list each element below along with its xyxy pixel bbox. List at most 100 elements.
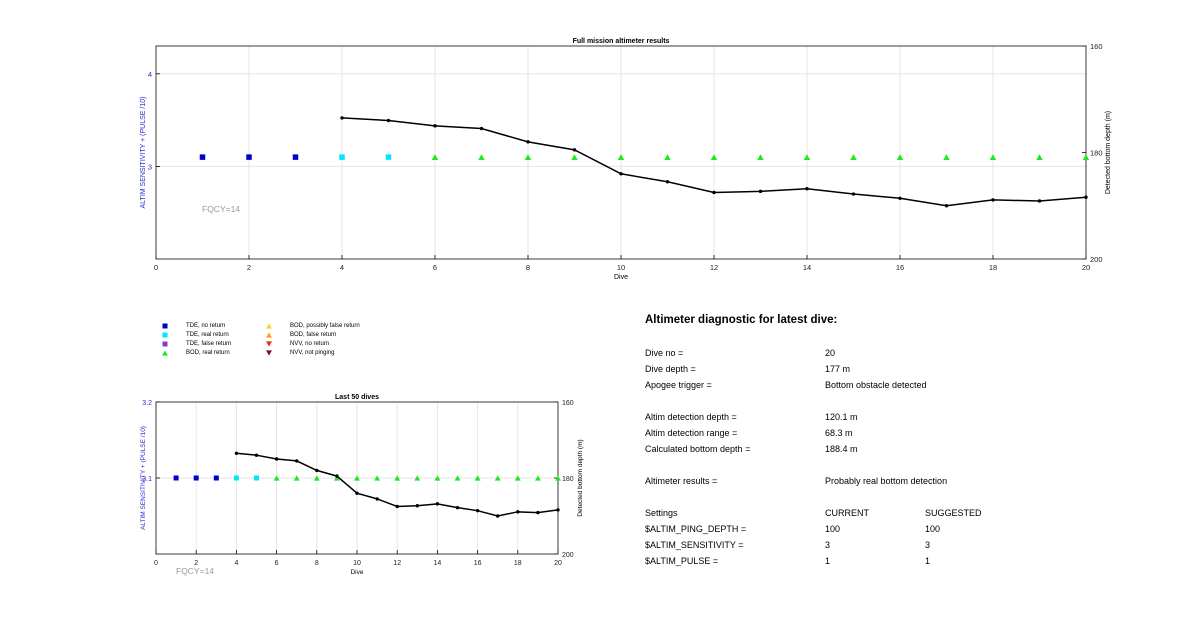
bottom-depth-point (455, 505, 460, 510)
bottom-depth-point (526, 140, 530, 144)
x-tick-label: 8 (315, 560, 319, 567)
y-tick-label-right: 180 (1090, 149, 1103, 158)
altim-marker-dive-15 (454, 475, 461, 481)
altim-marker-dive-1 (173, 475, 179, 481)
bottom-depth-point (355, 491, 359, 495)
altim-marker-dive-18 (514, 475, 521, 481)
bottom-depth-point (315, 468, 319, 473)
plot-frame (155, 45, 1087, 260)
legend-label: TDE, no return (186, 323, 226, 329)
altim-marker-dive-3 (292, 154, 299, 160)
bottom-depth-point (395, 504, 399, 509)
x-tick-label: 2 (194, 560, 198, 567)
altim-marker-dive-16 (896, 154, 904, 161)
bottom-depth-point (665, 180, 670, 184)
legend-label: NVV, not pinging (290, 350, 335, 356)
legend-marker (266, 341, 272, 347)
legend-marker (162, 341, 168, 347)
x-axis-label: Dive (350, 569, 363, 576)
bottom-depth-point (1084, 195, 1088, 199)
altim-marker-dive-11 (664, 154, 671, 161)
altim-marker-dive-20 (1082, 154, 1090, 161)
legend-symbol (266, 332, 272, 338)
y-tick-label-left: 3 (148, 162, 152, 171)
y-tick-label-left: 3.2 (142, 400, 152, 407)
legend-symbol (162, 350, 168, 356)
bottom-depth-point (805, 187, 809, 191)
y-axis-label-left: ALTIM SENSITIVITY + (PULSE /10) (140, 97, 147, 209)
x-tick-label: 18 (514, 560, 522, 567)
legend-marker (162, 323, 168, 329)
altim-marker-dive-15 (850, 154, 857, 161)
y-axis-label-left: ALTIM SENSITIVITY + (PULSE /10) (140, 426, 147, 530)
x-tick-label: 18 (989, 263, 997, 272)
bottom-depth-point (415, 504, 419, 508)
bottom-depth-point (340, 116, 344, 120)
frequency-annotation: FQCY=14 (202, 204, 240, 214)
bottom-depth-point (1037, 199, 1042, 203)
bottom-depth-point (712, 190, 716, 195)
bottom-depth-point (496, 514, 500, 518)
bottom-depth-point (295, 459, 299, 463)
legend-symbol (162, 332, 168, 338)
x-tick-label: 16 (896, 263, 904, 272)
bottom-depth-point (234, 451, 239, 455)
y-tick-label-right: 160 (1090, 42, 1103, 51)
altim-marker-dive-4 (339, 154, 345, 160)
x-tick-label: 12 (710, 263, 718, 272)
x-tick-label: 0 (154, 263, 158, 272)
diagnostic-title: Altimeter diagnostic for latest dive: (645, 314, 838, 326)
legend-symbol (162, 323, 168, 329)
altim-marker-dive-19 (1036, 154, 1043, 161)
y-tick-label-right: 200 (1090, 255, 1103, 264)
last50-chart: 0 2 4 6 8 10 12 14 16 18 20 3.1 3.2 160 180 200 Last 50 … (140, 394, 584, 576)
altim-marker-dive-4 (233, 475, 239, 481)
altim-marker-dive-2 (193, 475, 199, 481)
altim-marker-dive-16 (474, 475, 481, 481)
x-tick-label: 8 (526, 263, 530, 272)
altim-marker-dive-17 (494, 475, 501, 481)
altim-marker-dive-5 (254, 475, 259, 481)
legend-symbol (266, 341, 272, 347)
altim-marker-dive-10 (354, 475, 360, 481)
altim-marker-dive-13 (757, 154, 764, 161)
bottom-depth-point (944, 204, 949, 208)
altim-marker-dive-14 (803, 154, 811, 161)
bottom-depth-point (991, 198, 995, 202)
legend-marker (162, 350, 168, 356)
altim-marker-dive-7 (293, 475, 300, 481)
x-tick-label: 10 (353, 560, 361, 567)
bottom-depth-point (619, 172, 623, 176)
altim-marker-dive-10 (617, 154, 625, 161)
bottom-depth-point (274, 457, 279, 461)
altim-marker-dive-7 (478, 154, 485, 161)
y-tick-label-right: 180 (562, 476, 574, 483)
x-tick-label: 20 (554, 560, 562, 567)
x-tick-label: 6 (433, 263, 437, 272)
legend-marker (266, 332, 272, 338)
chart-title: Last 50 dives (335, 394, 379, 401)
legend-marker (266, 323, 272, 329)
bottom-depth-point (475, 508, 480, 513)
altim-marker-dive-8 (313, 475, 320, 481)
frequency-annotation: FQCY=14 (176, 566, 214, 576)
altim-marker-dive-13 (414, 475, 421, 481)
x-tick-label: 0 (154, 560, 158, 567)
altim-marker-dive-8 (524, 154, 532, 161)
altim-marker-dive-2 (246, 154, 252, 160)
legend-marker (266, 350, 272, 356)
altim-marker-dive-12 (394, 475, 401, 481)
y-axis-label-right: Detected bottom depth (m) (1105, 111, 1112, 194)
altim-marker-dive-12 (710, 154, 718, 161)
altim-marker-dive-6 (431, 154, 439, 161)
bottom-depth-point (758, 189, 763, 194)
y-tick-label-left: 4 (148, 70, 152, 79)
legend-marker (162, 332, 168, 338)
bottom-depth-point (375, 497, 379, 501)
altim-marker-dive-17 (943, 154, 950, 161)
legend-symbol (266, 323, 272, 329)
legend-symbol (266, 350, 272, 356)
bottom-depth-point (435, 502, 440, 506)
altim-marker-dive-3 (213, 475, 219, 481)
bottom-depth-point (433, 124, 437, 128)
